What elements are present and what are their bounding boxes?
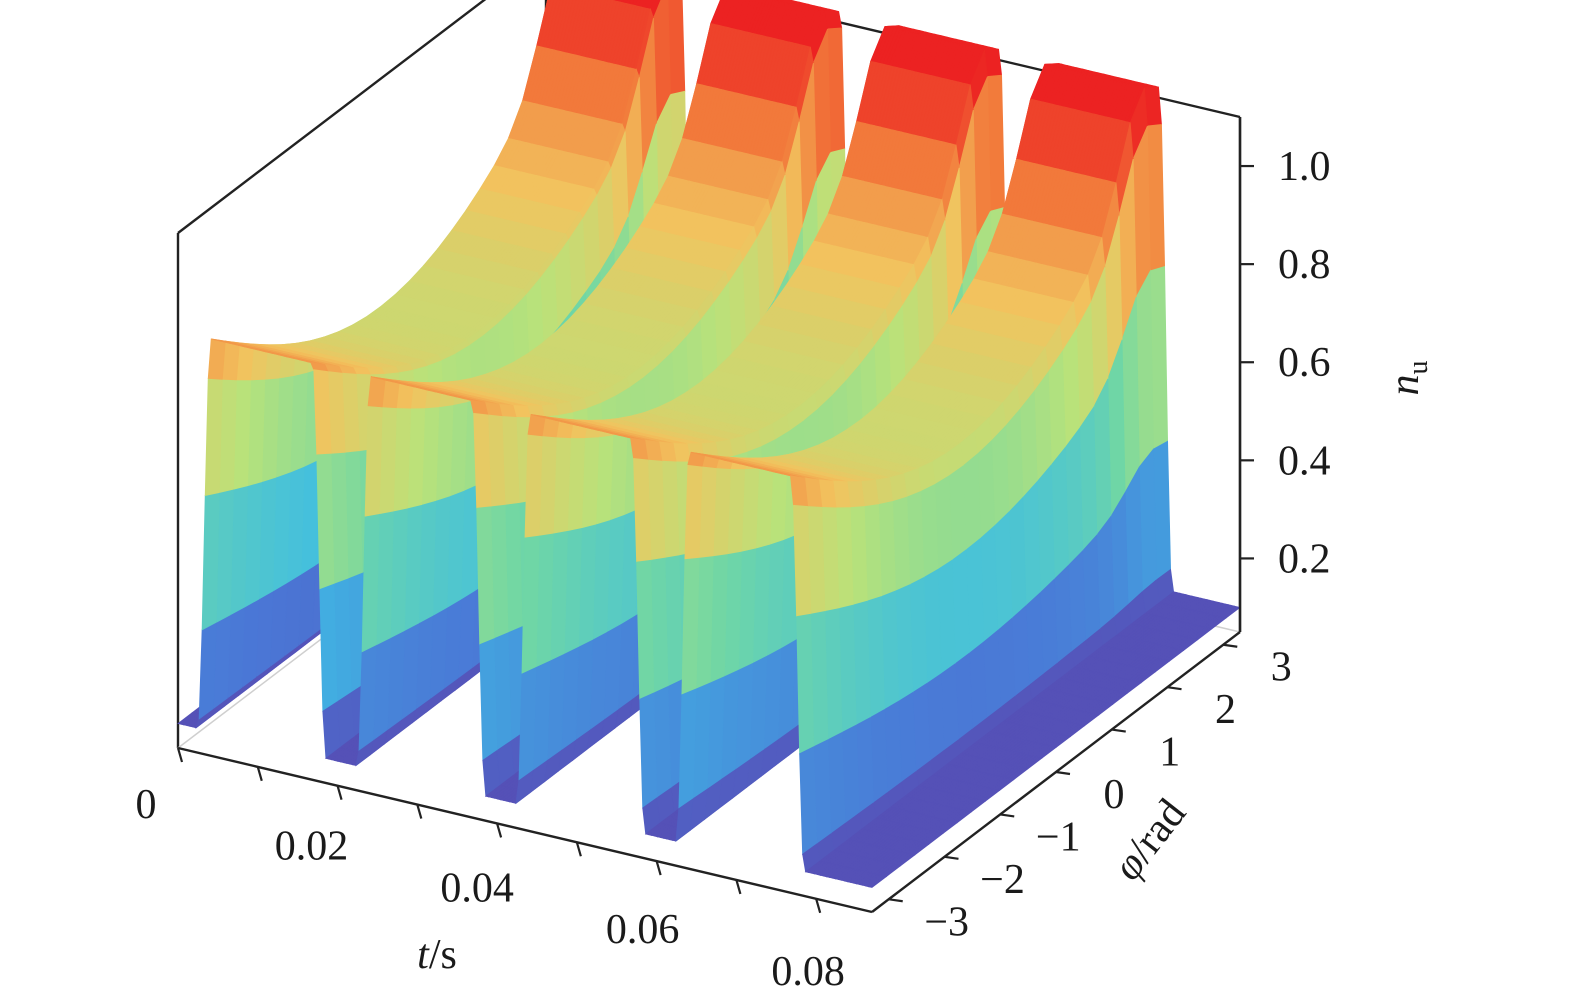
surface-facet (367, 376, 386, 408)
surface-facet (204, 377, 223, 496)
surface-mesh (177, 0, 1241, 888)
surface-facet (364, 405, 383, 517)
surface-facet (207, 338, 226, 380)
surface-facet (316, 453, 335, 591)
surface-facet (313, 369, 332, 456)
surface-facet (201, 492, 220, 631)
surface-facet (319, 583, 338, 712)
surface-facet (358, 644, 377, 751)
surface-facet (361, 513, 380, 653)
surface-facet (198, 621, 217, 720)
